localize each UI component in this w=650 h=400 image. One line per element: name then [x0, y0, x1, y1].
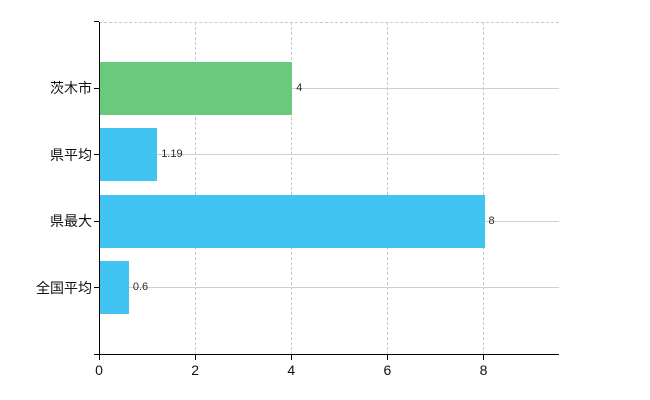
- vertical-gridline: [483, 21, 485, 355]
- category-label: 茨木市: [50, 80, 92, 97]
- bar-value-label: 4: [296, 81, 303, 94]
- x-axis-tick: [483, 355, 485, 360]
- y-axis-line: [98, 21, 100, 356]
- plot-top-border: [99, 21, 559, 23]
- x-axis-tick: [98, 355, 100, 360]
- bar-全国平均: [100, 261, 129, 315]
- bar-県平均: [100, 128, 158, 182]
- x-axis-tick: [290, 355, 292, 360]
- category-label: 県平均: [50, 146, 92, 163]
- bar-value-label: 8: [488, 214, 495, 227]
- x-tick-label: 4: [287, 361, 296, 378]
- bar-県最大: [100, 194, 485, 248]
- y-axis-tick: [94, 287, 99, 289]
- bar-value-label: 0.6: [132, 281, 149, 294]
- vertical-gridline: [386, 21, 388, 355]
- bar-value-label: 1.19: [161, 148, 183, 161]
- x-tick-label: 2: [191, 361, 200, 378]
- x-tick-label: 8: [479, 361, 488, 378]
- y-axis-tick: [94, 354, 99, 355]
- vertical-gridline: [290, 21, 292, 355]
- bar-茨木市: [100, 61, 293, 115]
- y-axis-tick: [94, 154, 99, 156]
- vertical-gridline: [194, 21, 196, 355]
- x-axis-tick: [194, 355, 196, 360]
- x-axis-line: [98, 354, 559, 356]
- horizontal-gridline: [99, 87, 559, 89]
- y-axis-tick: [94, 21, 99, 22]
- category-label: 県最大: [50, 213, 92, 230]
- y-axis-tick: [94, 87, 99, 89]
- x-tick-label: 6: [383, 361, 392, 378]
- x-axis-tick: [386, 355, 388, 360]
- horizontal-gridline: [99, 287, 559, 289]
- horizontal-gridline: [99, 154, 559, 156]
- x-tick-label: 0: [95, 361, 103, 378]
- category-label: 全国平均: [36, 279, 92, 296]
- y-axis-tick: [94, 220, 99, 222]
